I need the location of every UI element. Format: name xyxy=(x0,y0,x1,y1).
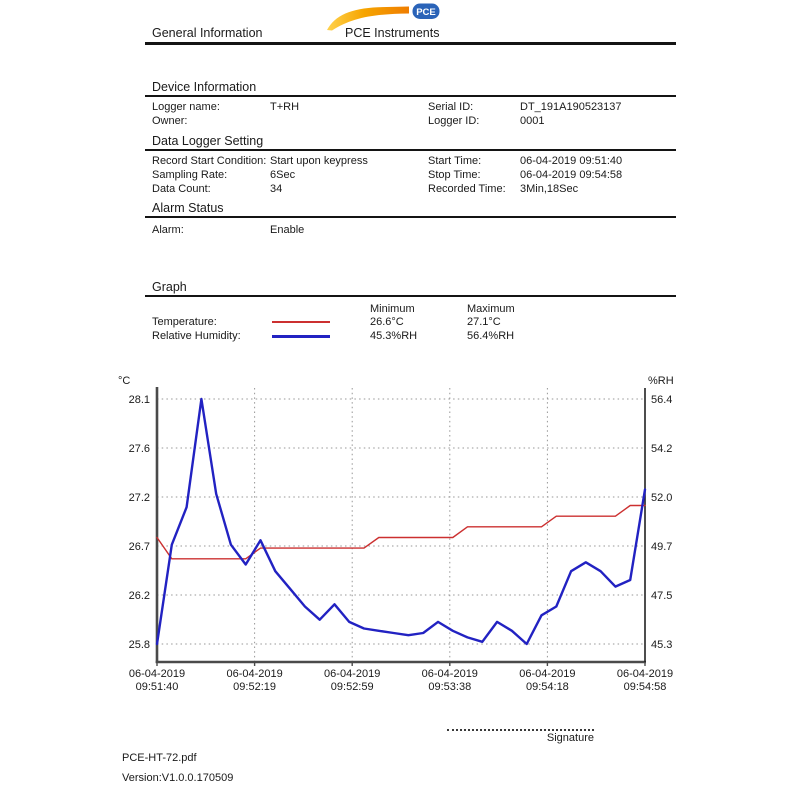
logo-badge-label: PCE xyxy=(416,7,436,18)
field-label: Stop Time: xyxy=(428,169,481,181)
left-axis-tick: 28.1 xyxy=(129,394,150,406)
signature-label: Signature xyxy=(546,732,594,744)
section-title-data-logger-setting: Data Logger Setting xyxy=(152,134,264,148)
field-value: T+RH xyxy=(270,101,300,113)
field-label: Recorded Time: xyxy=(428,183,506,195)
right-axis-tick: 56.4 xyxy=(651,394,672,406)
field-label: Serial ID: xyxy=(428,101,474,113)
right-axis-unit-label: %RH xyxy=(648,375,674,387)
right-axis-tick: 54.2 xyxy=(651,443,672,455)
x-axis-tick-date: 06-04-2019 xyxy=(129,668,185,680)
field-value: 06-04-2019 09:51:40 xyxy=(520,155,623,167)
x-axis-tick-time: 09:54:58 xyxy=(624,681,667,693)
alarm-status-rule xyxy=(145,216,676,218)
field-value: Enable xyxy=(270,224,305,236)
left-axis-tick: 25.8 xyxy=(129,639,150,651)
left-axis-unit-label: °C xyxy=(118,375,130,387)
legend-sample-humidity xyxy=(272,335,330,338)
legend-max-value: 27.1°C xyxy=(467,316,501,328)
field-value: 0001 xyxy=(520,115,545,127)
field-label: Start Time: xyxy=(428,155,482,167)
chart: °C %RH 28.1 27.6 27.2 26.7 26.2 25.8 56.… xyxy=(100,365,680,700)
device-information-rule xyxy=(145,95,676,97)
data-logger-setting-rule xyxy=(145,149,676,151)
legend-min-header: Minimum xyxy=(370,303,415,315)
header-left-title: General Information xyxy=(152,26,263,40)
field-label: Logger ID: xyxy=(428,115,480,127)
left-axis-tick: 27.6 xyxy=(129,443,150,455)
x-axis-tick-time: 09:53:38 xyxy=(428,681,471,693)
legend-max-value: 56.4%RH xyxy=(467,330,515,342)
x-axis-tick-date: 06-04-2019 xyxy=(324,668,380,680)
field-label: Alarm: xyxy=(152,224,184,236)
series-humidity xyxy=(155,397,647,646)
field-label: Logger name: xyxy=(152,101,220,113)
left-axis-tick: 26.7 xyxy=(129,541,150,553)
logo-swoosh xyxy=(327,6,409,31)
series-temperature xyxy=(156,504,646,560)
chart-svg: °C %RH 28.1 27.6 27.2 26.7 26.2 25.8 56.… xyxy=(118,375,674,693)
right-axis-tick: 52.0 xyxy=(651,492,672,504)
field-value: 6Sec xyxy=(270,169,296,181)
x-axis-tick-date: 06-04-2019 xyxy=(617,668,673,680)
x-axis-tick-time: 09:52:19 xyxy=(233,681,276,693)
section-title-graph: Graph xyxy=(152,280,187,294)
footer-filename: PCE-HT-72.pdf xyxy=(122,752,197,764)
field-value: 34 xyxy=(270,183,283,195)
field-value: DT_191A190523137 xyxy=(520,101,622,113)
legend-sample-temperature xyxy=(272,321,330,323)
field-label: Owner: xyxy=(152,115,188,127)
field-value: 3Min,18Sec xyxy=(520,183,579,195)
logo-badge xyxy=(411,2,441,20)
x-axis-tick-date: 06-04-2019 xyxy=(519,668,575,680)
left-axis-tick: 26.2 xyxy=(129,590,150,602)
gridlines-layer xyxy=(157,388,645,662)
section-title-device-information: Device Information xyxy=(152,80,257,94)
x-axis-tick-time: 09:54:18 xyxy=(526,681,569,693)
right-axis-tick: 47.5 xyxy=(651,590,672,602)
footer-version: Version:V1.0.0.170509 xyxy=(122,772,234,784)
header-rule xyxy=(145,42,676,45)
field-label: Record Start Condition: xyxy=(152,155,267,167)
x-axis-tick-time: 09:52:59 xyxy=(331,681,374,693)
legend-label: Relative Humidity: xyxy=(152,330,241,342)
right-axis-tick: 49.7 xyxy=(651,541,672,553)
x-axis-tick-time: 09:51:40 xyxy=(136,681,179,693)
legend-min-value: 26.6°C xyxy=(370,316,404,328)
pce-logo: PCE xyxy=(327,2,441,31)
legend-max-header: Maximum xyxy=(467,303,515,315)
field-value: Start upon keypress xyxy=(270,155,368,167)
legend-min-value: 45.3%RH xyxy=(370,330,418,342)
field-label: Data Count: xyxy=(152,183,211,195)
series-layer xyxy=(155,397,647,646)
x-axis-tick-date: 06-04-2019 xyxy=(226,668,282,680)
section-title-alarm-status: Alarm Status xyxy=(152,201,224,215)
graph-rule xyxy=(145,295,676,297)
field-label: Sampling Rate: xyxy=(152,169,228,181)
signature-line xyxy=(447,729,594,731)
legend-label: Temperature: xyxy=(152,316,217,328)
brand-name: PCE Instruments xyxy=(345,26,440,40)
right-axis-tick: 45.3 xyxy=(651,639,672,651)
left-axis-tick: 27.2 xyxy=(129,492,150,504)
x-axis-tick-date: 06-04-2019 xyxy=(422,668,478,680)
field-value: 06-04-2019 09:54:58 xyxy=(520,169,623,181)
